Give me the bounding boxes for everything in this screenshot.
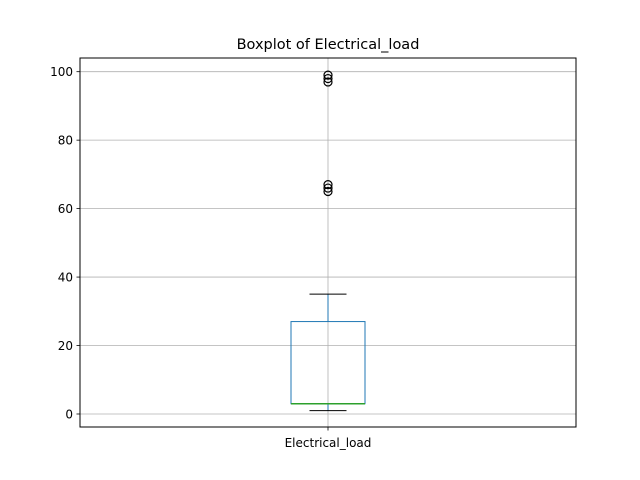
y-tick-label: 40 [58,270,73,284]
outlier-point [323,77,333,87]
outlier-point [323,183,333,193]
outlier-point [323,73,333,84]
x-tick-label: Electrical_load [285,436,372,450]
y-tick-label: 100 [50,65,73,79]
y-tick-label: 60 [58,202,73,216]
outlier-point [323,70,333,80]
outlier-point [323,180,333,190]
y-tick-label: 0 [65,407,73,421]
x-axis: Electrical_load [285,427,372,450]
y-tick-label: 80 [58,133,73,147]
chart-title: Boxplot of Electrical_load [237,37,420,53]
outlier-point [323,186,333,197]
box-elements [290,70,366,412]
y-axis: 0 20 40 60 80 100 [50,65,80,421]
grid-lines [80,58,576,427]
y-tick-label: 20 [58,339,73,353]
